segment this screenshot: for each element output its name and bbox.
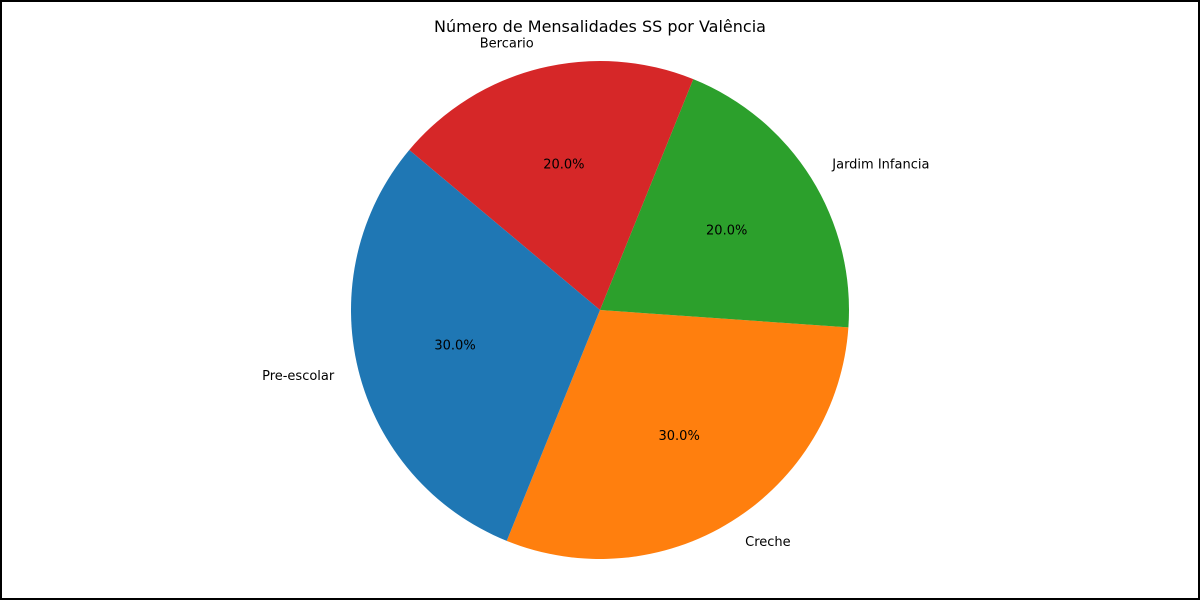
- slice-label-bercario: Bercario: [480, 37, 534, 52]
- pie-labels: Creche 30.0% Jardim Infancia 20.0% Bercario 2…: [262, 37, 929, 550]
- slice-label-creche: Creche: [745, 535, 791, 550]
- pie-slice-jardim-infancia: [600, 79, 849, 328]
- percent-label-pre-escolar: 30.0%: [434, 339, 475, 354]
- pie-slice-bercario: [409, 60, 694, 311]
- percent-label-jardim-infancia: 20.0%: [706, 223, 747, 238]
- percent-label-creche: 30.0%: [659, 429, 700, 444]
- chart-title: Número de Mensalidades SS por Valência: [434, 17, 766, 36]
- pie-slices: [350, 60, 849, 559]
- pie-slice-creche: [506, 310, 849, 559]
- pie-slice-pre-escolar: [350, 149, 600, 541]
- percent-label-bercario: 20.0%: [543, 158, 584, 173]
- slice-label-jardim-infancia: Jardim Infancia: [831, 157, 929, 172]
- slice-label-pre-escolar: Pre-escolar: [262, 369, 335, 384]
